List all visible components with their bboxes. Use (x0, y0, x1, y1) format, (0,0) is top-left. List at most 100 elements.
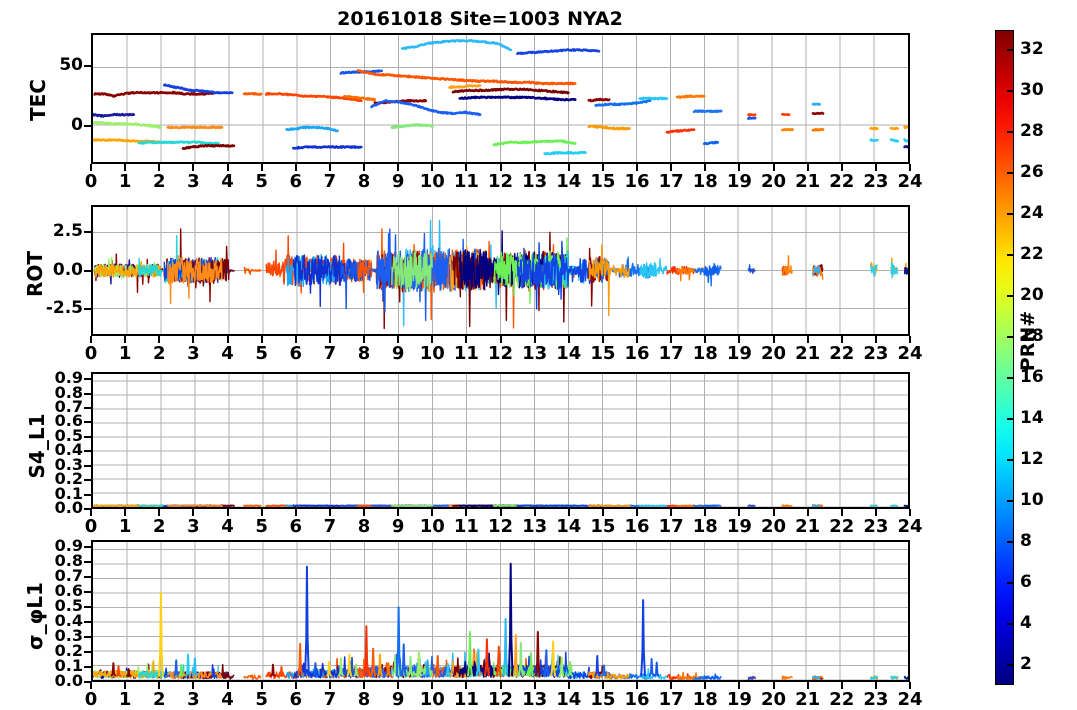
colorbar-tick-label-4: 4 (1020, 612, 1032, 633)
xtick-mark-rot-22 (840, 336, 843, 343)
xtick-mark-sigmaphi-l1-23 (874, 682, 877, 689)
xtick-mark-rot-4 (226, 336, 229, 343)
xtick-mark-rot-11 (465, 336, 468, 343)
xtick-mark-sigmaphi-l1-20 (772, 682, 775, 689)
xtick-label-tec-14: 14 (556, 171, 582, 192)
xtick-label-sigmaphi-l1-21: 21 (795, 689, 821, 710)
ytick-label-sigmaphi-l1-8: 0.8 (54, 551, 83, 571)
xtick-label-s4l1-8: 8 (357, 516, 371, 537)
xtick-mark-rot-0 (90, 336, 92, 343)
xtick-mark-s4l1-9 (397, 509, 400, 516)
ytick-mark-s4l1-4 (84, 450, 91, 453)
xtick-mark-s4l1-3 (192, 509, 195, 516)
xtick-mark-tec-16 (636, 164, 638, 171)
colorbar-tick-mark-30 (1007, 90, 1014, 93)
xtick-label-tec-10: 10 (419, 171, 445, 192)
xtick-label-sigmaphi-l1-19: 19 (726, 689, 752, 710)
xtick-label-s4l1-13: 13 (522, 516, 548, 537)
xtick-label-tec-20: 20 (760, 171, 787, 192)
xtick-mark-sigmaphi-l1-17 (670, 682, 673, 689)
xtick-mark-s4l1-7 (328, 509, 331, 516)
xtick-label-rot-1: 1 (118, 343, 132, 364)
xtick-label-tec-0: 0 (84, 171, 98, 192)
xtick-label-sigmaphi-l1-1: 1 (118, 689, 132, 710)
xtick-label-sigmaphi-l1-4: 4 (221, 689, 234, 710)
xtick-mark-sigmaphi-l1-9 (397, 682, 400, 689)
xtick-mark-sigmaphi-l1-8 (363, 682, 365, 689)
xtick-mark-tec-15 (601, 164, 604, 171)
xtick-label-sigmaphi-l1-12: 12 (487, 689, 514, 710)
xtick-mark-rot-7 (328, 336, 331, 343)
ytick-label-sigmaphi-l1-4: 0.4 (54, 611, 83, 631)
ytick-label-s4l1-5: 0.5 (54, 425, 83, 445)
xtick-label-sigmaphi-l1-14: 14 (556, 689, 582, 710)
xtick-mark-sigmaphi-l1-1 (124, 682, 127, 689)
xtick-mark-s4l1-24 (909, 509, 911, 516)
xtick-label-tec-12: 12 (487, 171, 514, 192)
xtick-label-s4l1-11: 11 (453, 516, 479, 537)
xtick-mark-s4l1-2 (158, 509, 161, 516)
xtick-label-sigmaphi-l1-22: 22 (829, 689, 855, 710)
xtick-label-tec-15: 15 (590, 171, 616, 192)
colorbar-tick-label-30: 30 (1020, 80, 1044, 101)
xtick-mark-s4l1-13 (533, 509, 536, 516)
xtick-mark-rot-23 (874, 336, 877, 343)
colorbar-tick-label-28: 28 (1020, 121, 1044, 142)
xtick-mark-sigmaphi-l1-4 (226, 682, 229, 689)
ytick-mark-sigmaphi-l1-8 (84, 561, 91, 564)
xtick-mark-s4l1-6 (294, 509, 297, 516)
xtick-mark-tec-0 (90, 164, 92, 171)
ytick-mark-s4l1-1 (84, 493, 91, 496)
xtick-label-tec-6: 6 (289, 171, 303, 192)
xtick-label-sigmaphi-l1-2: 2 (152, 689, 166, 710)
figure-title: 20161018 Site=1003 NYA2 (337, 8, 623, 30)
xtick-label-sigmaphi-l1-15: 15 (590, 689, 616, 710)
colorbar-tick-mark-14 (1007, 417, 1014, 420)
xtick-label-sigmaphi-l1-16: 16 (624, 689, 650, 710)
ytick-label-sigmaphi-l1-2: 0.2 (54, 641, 83, 661)
ytick-label-rot-1: 0.0 (52, 259, 83, 280)
colorbar-tick-mark-12 (1007, 458, 1014, 461)
xtick-label-rot-13: 13 (522, 343, 548, 364)
xtick-label-rot-4: 4 (221, 343, 234, 364)
xtick-mark-rot-3 (192, 336, 195, 343)
ytick-mark-tec-1 (84, 65, 91, 68)
colorbar-tick-label-32: 32 (1020, 39, 1044, 60)
xtick-label-tec-4: 4 (221, 171, 234, 192)
xtick-label-rot-19: 19 (726, 343, 752, 364)
xtick-mark-rot-16 (636, 336, 638, 343)
ytick-mark-rot-0 (84, 308, 91, 311)
xtick-mark-sigmaphi-l1-7 (328, 682, 331, 689)
xtick-label-tec-11: 11 (453, 171, 479, 192)
xtick-label-s4l1-2: 2 (152, 516, 166, 537)
xtick-mark-s4l1-15 (601, 509, 604, 516)
xtick-label-rot-10: 10 (419, 343, 445, 364)
ytick-mark-s4l1-8 (84, 392, 91, 395)
xtick-label-tec-16: 16 (624, 171, 650, 192)
xtick-label-tec-18: 18 (692, 171, 718, 192)
xtick-mark-rot-9 (397, 336, 400, 343)
colorbar-tick-label-24: 24 (1020, 203, 1044, 224)
colorbar-tick-label-2: 2 (1020, 653, 1032, 674)
xtick-mark-s4l1-18 (704, 509, 707, 516)
xtick-mark-s4l1-8 (363, 509, 365, 516)
ytick-label-sigmaphi-l1-9: 0.9 (54, 536, 83, 556)
xtick-label-tec-2: 2 (152, 171, 166, 192)
xtick-mark-tec-21 (806, 164, 809, 171)
xtick-label-tec-8: 8 (357, 171, 371, 192)
colorbar-tick-mark-32 (1007, 49, 1014, 52)
xtick-mark-rot-1 (124, 336, 127, 343)
colorbar-tick-mark-20 (1007, 295, 1014, 298)
xtick-mark-s4l1-14 (567, 509, 570, 516)
ytick-label-s4l1-1: 0.1 (54, 483, 83, 503)
xtick-mark-sigmaphi-l1-6 (294, 682, 297, 689)
xtick-label-sigmaphi-l1-20: 20 (760, 689, 787, 710)
ytick-label-tec-0: 0 (71, 114, 83, 135)
xtick-mark-tec-9 (397, 164, 400, 171)
xtick-label-rot-11: 11 (453, 343, 479, 364)
xtick-mark-sigmaphi-l1-22 (840, 682, 843, 689)
xtick-label-rot-21: 21 (795, 343, 821, 364)
xtick-mark-tec-4 (226, 164, 229, 171)
colorbar-tick-mark-16 (1007, 376, 1014, 379)
